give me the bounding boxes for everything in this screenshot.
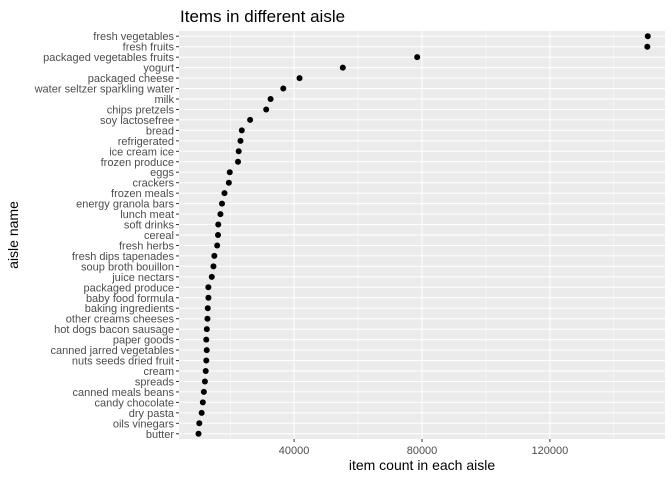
- category-label: ice cream ice: [109, 146, 174, 158]
- category-label: bread: [146, 125, 174, 137]
- data-point: [210, 263, 217, 270]
- category-label: spreads: [135, 376, 175, 388]
- data-point: [267, 96, 274, 102]
- data-point: [280, 85, 287, 92]
- data-point: [203, 357, 210, 364]
- category-label: crackers: [132, 178, 174, 190]
- data-point: [208, 273, 215, 280]
- data-point: [221, 190, 228, 197]
- x-tick-label: 80000: [407, 445, 438, 457]
- data-point: [203, 326, 210, 333]
- data-point: [215, 221, 222, 228]
- data-point: [414, 54, 421, 61]
- data-point: [201, 378, 208, 385]
- category-label: paper goods: [113, 335, 175, 347]
- category-label: cream: [143, 366, 174, 378]
- data-point: [235, 148, 242, 155]
- data-point: [199, 399, 206, 406]
- data-point: [235, 158, 242, 165]
- data-point: [263, 106, 270, 113]
- category-label: baby food formula: [86, 293, 175, 305]
- data-point: [644, 33, 651, 40]
- chart-title: Items in different aisle: [180, 7, 345, 26]
- category-label: fresh herbs: [119, 240, 175, 252]
- category-label: yogurt: [143, 63, 174, 75]
- data-point: [204, 315, 211, 322]
- category-label: hot dogs bacon sausage: [54, 324, 174, 336]
- data-point: [226, 169, 233, 176]
- category-label: water seltzer sparkling water: [34, 84, 175, 96]
- data-point: [202, 368, 209, 374]
- category-label: oils vinegars: [113, 418, 175, 430]
- data-points: [195, 33, 651, 437]
- category-label: refrigerated: [118, 136, 174, 148]
- category-label: nuts seeds dried fruit: [72, 356, 174, 368]
- data-point: [237, 137, 244, 144]
- data-point: [195, 430, 202, 437]
- category-label: candy chocolate: [95, 397, 175, 409]
- category-label: juice nectars: [111, 272, 174, 284]
- category-label: canned meals beans: [72, 387, 174, 399]
- category-label: frozen produce: [101, 157, 174, 169]
- data-point: [339, 64, 346, 71]
- y-axis-title: aisle name: [5, 201, 21, 269]
- category-label: canned jarred vegetables: [50, 345, 174, 357]
- category-label: eggs: [150, 167, 174, 179]
- category-label: energy granola bars: [76, 199, 174, 211]
- category-label: frozen meals: [111, 188, 174, 200]
- category-label: milk: [154, 94, 174, 106]
- category-label: packaged vegetables fruits: [43, 52, 174, 64]
- category-label: fresh fruits: [123, 42, 175, 54]
- grid-lines: [179, 31, 665, 439]
- category-label: chips pretzels: [107, 104, 175, 116]
- category-label: baking ingredients: [85, 303, 175, 315]
- data-point: [238, 127, 245, 134]
- category-label: soy lactosefree: [100, 115, 174, 127]
- data-point: [247, 116, 254, 123]
- category-label: packaged cheese: [88, 73, 174, 85]
- data-point: [203, 347, 210, 354]
- data-point: [296, 75, 303, 82]
- data-point: [198, 409, 205, 416]
- data-point: [217, 211, 224, 218]
- data-point: [215, 232, 222, 238]
- data-point: [200, 388, 207, 395]
- category-label: cereal: [144, 230, 174, 242]
- category-label: other creams cheeses: [66, 314, 175, 326]
- category-label: soup broth bouillon: [81, 261, 174, 273]
- data-point: [644, 43, 651, 50]
- data-point: [211, 252, 218, 259]
- x-axis-title: item count in each aisle: [349, 457, 496, 473]
- category-label: packaged produce: [83, 282, 174, 294]
- x-axis-ticks: 40000 80000 120000: [279, 439, 568, 457]
- data-point: [203, 336, 210, 343]
- category-label: dry pasta: [129, 408, 175, 420]
- category-label: butter: [146, 429, 174, 441]
- data-point: [225, 179, 232, 186]
- data-point: [196, 420, 203, 427]
- data-point: [214, 242, 221, 249]
- data-point: [219, 200, 226, 207]
- category-label: soft drinks: [124, 220, 175, 232]
- category-label: fresh vegetables: [93, 31, 174, 43]
- category-label: fresh dips tapenades: [72, 251, 175, 263]
- data-point: [204, 305, 211, 312]
- x-tick-label: 120000: [532, 445, 569, 457]
- category-label: lunch meat: [120, 209, 174, 221]
- data-point: [205, 284, 212, 291]
- x-tick-label: 40000: [279, 445, 310, 457]
- data-point: [205, 294, 212, 301]
